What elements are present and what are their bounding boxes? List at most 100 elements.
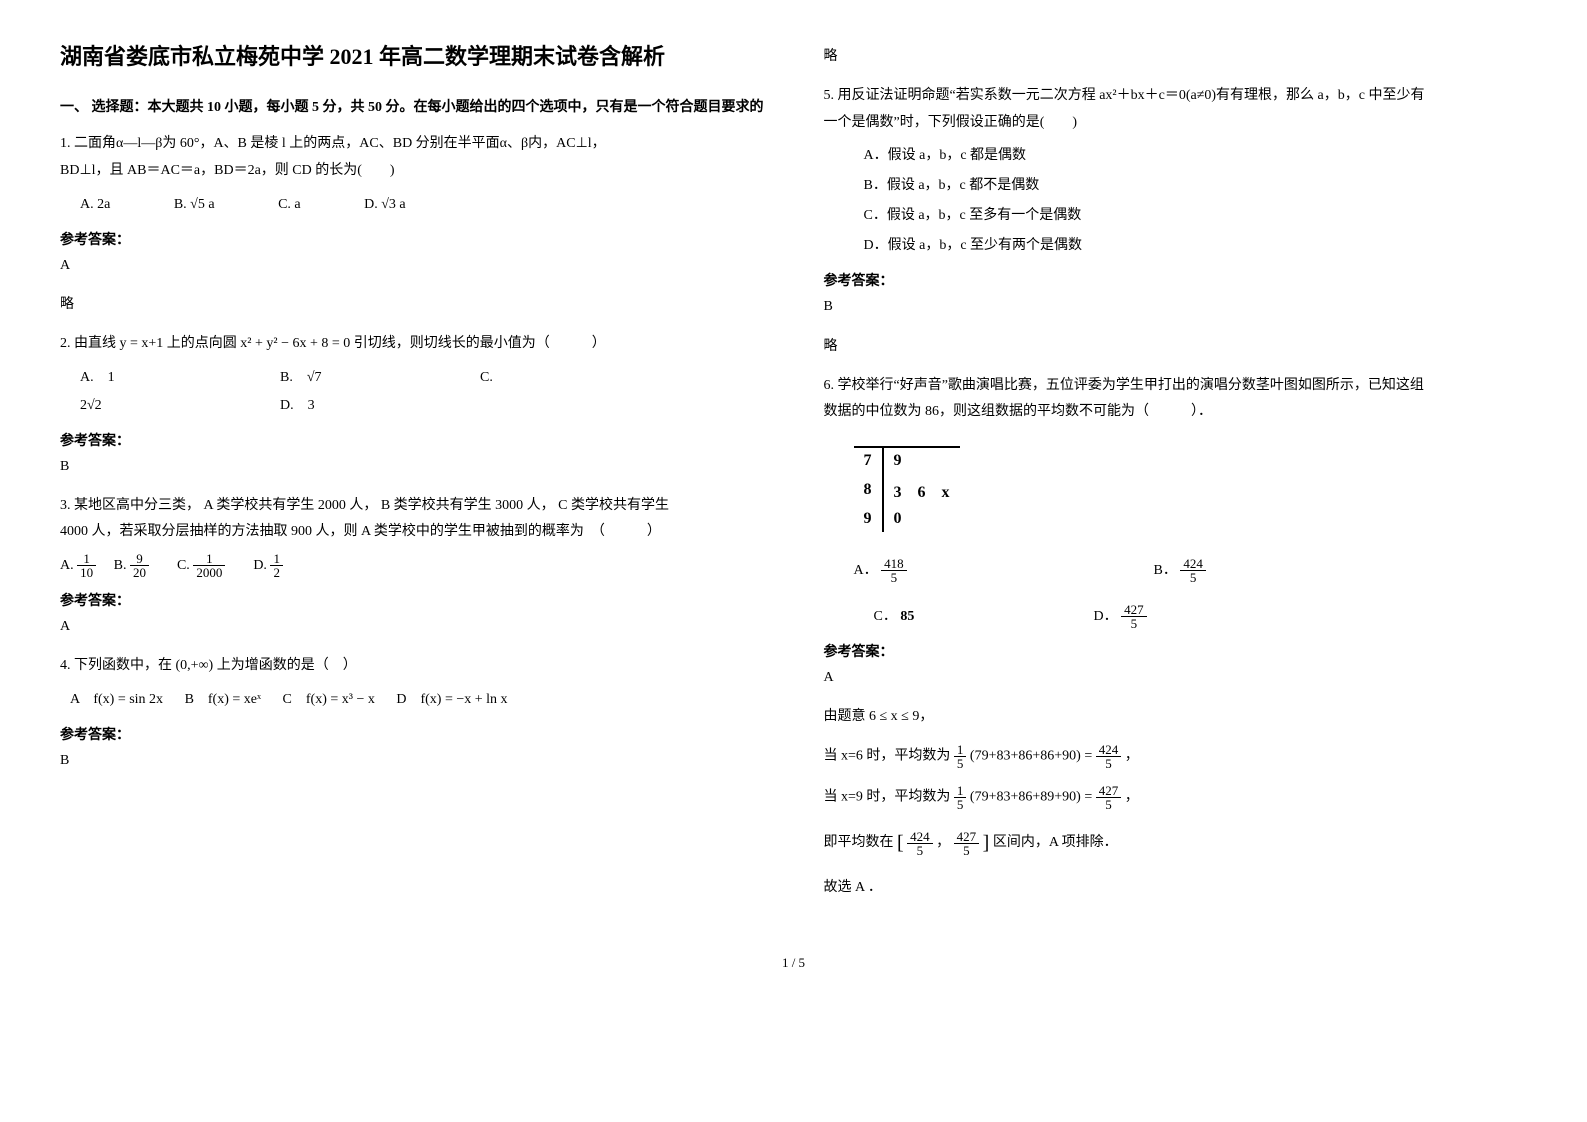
comma: ，: [936, 836, 950, 851]
q1-extra: 略: [60, 292, 764, 317]
frac-den: 5: [1180, 571, 1206, 584]
q6-optB-label: B．: [1154, 563, 1177, 578]
question-5: 5. 用反证法证明命题“若实系数一元二次方程 ax²＋bx＋c＝0(a≠0)有有…: [824, 83, 1528, 136]
frac-num: 427: [954, 830, 980, 844]
frac-den: 20: [130, 566, 149, 579]
answer-label: 参考答案：: [824, 270, 1528, 290]
q2-opt-2sqrt2: 2√2: [80, 392, 280, 420]
page-footer: 1 / 5: [60, 955, 1527, 971]
frac-num: 1: [954, 784, 967, 798]
answer-label: 参考答案：: [60, 590, 764, 610]
q6-fracD: 4275: [1121, 603, 1147, 630]
q6-fracA: 4185: [881, 557, 907, 584]
text: 区间内，A 项排除．: [993, 836, 1118, 851]
frac-num: 1: [954, 743, 967, 757]
frac-den: 5: [1096, 757, 1122, 770]
frac-den: 5: [881, 571, 907, 584]
answer-label: 参考答案：: [824, 641, 1528, 661]
question-2: 2. 由直线 y = x+1 上的点向圆 x² + y² − 6x + 8 = …: [60, 331, 764, 358]
section-heading: 一、 选择题：本大题共 10 小题，每小题 5 分，共 50 分。在每小题给出的…: [60, 97, 764, 119]
text: ，: [1125, 790, 1139, 805]
frac-den: 5: [1096, 798, 1122, 811]
q3-options: A. 110 B. 920 C. 12000 D. 12: [60, 552, 764, 580]
q2-optD: D. 3: [280, 392, 480, 420]
text: 当 x=6 时，平均数为: [824, 749, 954, 764]
q6-expl5: 故选 A ．: [824, 875, 1528, 900]
frac-num: 1: [193, 552, 225, 566]
question-6: 6. 学校举行“好声音”歌曲演唱比赛，五位评委为学生甲打出的演唱分数茎叶图如图所…: [824, 373, 1528, 426]
q6-optC-label: C．: [874, 609, 897, 624]
leaf-cell: 3 6 x: [883, 474, 960, 506]
q3-optD-label: D.: [253, 558, 270, 573]
question-4: 4. 下列函数中，在 (0,+∞) 上为增函数的是（ ）: [60, 653, 764, 680]
stemleaf-row: 9 0: [854, 506, 960, 532]
stem-leaf-plot: 7 9 8 3 6 x 9 0: [854, 446, 960, 532]
frac-num: 427: [1121, 603, 1147, 617]
q6-expl3: 当 x=9 时，平均数为 15 (79+83+86+89+90) = 4275 …: [824, 784, 1528, 811]
frac-den: 5: [954, 844, 980, 857]
q1-optB: B. √5 a: [174, 191, 215, 219]
q5-optB: B．假设 a，b，c 都不是偶数: [864, 172, 1528, 200]
text: (79+83+86+89+90) =: [970, 790, 1096, 805]
answer-label: 参考答案：: [60, 229, 764, 249]
frac-den: 10: [77, 566, 96, 579]
leaf-cell: 0: [883, 506, 960, 532]
q1-optA: A. 2a: [80, 191, 110, 219]
q1-line2: BD⊥l，且 AB＝AC＝a，BD＝2a，则 CD 的长为( ): [60, 158, 764, 185]
q6-optC-val: 85: [900, 609, 914, 624]
frac-num: 1: [77, 552, 96, 566]
q6-answer: A: [824, 665, 1528, 690]
q3-optC-label: C.: [177, 558, 193, 573]
frac-num: 424: [1096, 743, 1122, 757]
frac-num: 427: [1096, 784, 1122, 798]
q5-line1: 5. 用反证法证明命题“若实系数一元二次方程 ax²＋bx＋c＝0(a≠0)有有…: [824, 83, 1528, 110]
frac-num: 1: [270, 552, 283, 566]
stem-cell: 9: [854, 506, 883, 532]
stemleaf-row: 8 3 6 x: [854, 474, 960, 506]
frac-num: 424: [907, 830, 933, 844]
frac-den: 5: [1121, 617, 1147, 630]
q2-optC: C.: [480, 364, 600, 392]
leaf-cell: 9: [883, 447, 960, 474]
q3-optA-label: A.: [60, 558, 77, 573]
q6-line1: 6. 学校举行“好声音”歌曲演唱比赛，五位评委为学生甲打出的演唱分数茎叶图如图所…: [824, 373, 1528, 400]
q4-optA: A f(x) = sin 2x: [70, 692, 163, 707]
stem-cell: 8: [854, 474, 883, 506]
q6-options: A． 4185 B． 4245 C． 85 D． 4275: [854, 557, 1528, 631]
q4-optC: C f(x) = x³ − x: [283, 692, 375, 707]
q3-line1: 3. 某地区高中分三类， A 类学校共有学生 2000 人， B 类学校共有学生…: [60, 493, 764, 520]
q5-optA: A．假设 a，b，c 都是偶数: [864, 142, 1528, 170]
frac-num: 9: [130, 552, 149, 566]
frac-num: 418: [881, 557, 907, 571]
q5-line2: 一个是偶数”时，下列假设正确的是( ): [824, 110, 1528, 137]
frac-den: 5: [954, 798, 967, 811]
bracket-right: ]: [983, 832, 990, 854]
q5-answer: B: [824, 294, 1528, 319]
stem-cell: 7: [854, 447, 883, 474]
text: 当 x=9 时，平均数为: [824, 790, 954, 805]
col2-top-note: 略: [824, 44, 1528, 69]
frac: 15: [954, 784, 967, 811]
question-1: 1. 二面角α—l—β为 60°，A、B 是棱 l 上的两点，AC、BD 分别在…: [60, 131, 764, 184]
q6-line2: 数据的中位数为 86，则这组数据的平均数不可能为（ ）．: [824, 399, 1528, 426]
stemleaf-row: 7 9: [854, 447, 960, 474]
q3-fracD: 12: [270, 552, 283, 579]
frac-den: 5: [907, 844, 933, 857]
q2-answer: B: [60, 454, 764, 479]
q6-expl1: 由题意 6 ≤ x ≤ 9，: [824, 704, 1528, 729]
text: (79+83+86+86+90) =: [970, 749, 1096, 764]
q3-line2: 4000 人，若采取分层抽样的方法抽取 900 人，则 A 类学校中的学生甲被抽…: [60, 519, 764, 546]
page-title: 湖南省娄底市私立梅苑中学 2021 年高二数学理期末试卷含解析: [60, 40, 764, 73]
answer-label: 参考答案：: [60, 724, 764, 744]
frac-num: 424: [1180, 557, 1206, 571]
q3-optB-label: B.: [114, 558, 130, 573]
q5-options: A．假设 a，b，c 都是偶数 B．假设 a，b，c 都不是偶数 C．假设 a，…: [864, 142, 1528, 260]
frac-den: 5: [954, 757, 967, 770]
frac-den: 2: [270, 566, 283, 579]
answer-label: 参考答案：: [60, 430, 764, 450]
q2-optB: B. √7: [280, 364, 480, 392]
q5-extra: 略: [824, 334, 1528, 359]
q6-expl2: 当 x=6 时，平均数为 15 (79+83+86+86+90) = 4245 …: [824, 743, 1528, 770]
q4-options: A f(x) = sin 2x B f(x) = xeˣ C f(x) = x³…: [70, 686, 764, 714]
q3-answer: A: [60, 614, 764, 639]
